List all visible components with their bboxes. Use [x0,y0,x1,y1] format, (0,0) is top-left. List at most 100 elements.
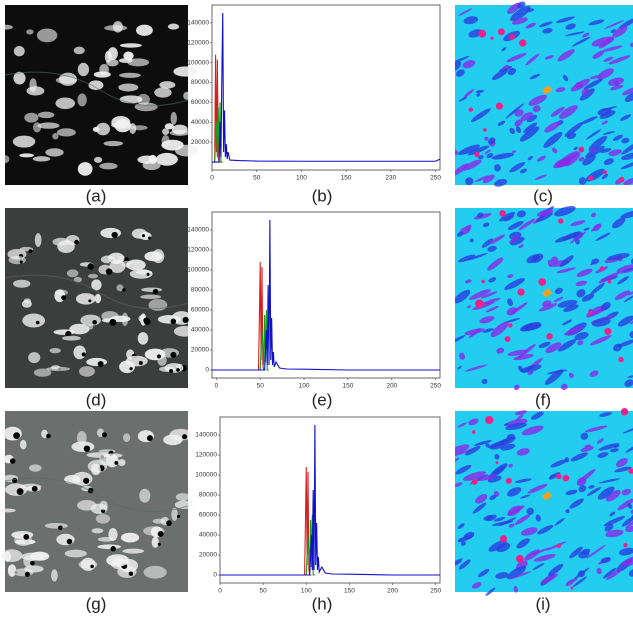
cloud [77,162,93,176]
texture [526,254,540,264]
false-color-image [455,205,633,391]
cloud [159,81,176,89]
texture [485,587,496,596]
shadow [46,433,51,439]
texture [514,109,524,117]
texture [513,354,534,361]
cloud [104,25,128,31]
cloud [123,51,134,61]
texture [599,478,621,484]
texture [577,340,584,346]
cloud [26,86,45,96]
texture [585,145,605,158]
cloud [97,544,121,550]
texture [507,298,513,307]
cloud [73,276,82,283]
cloud [161,139,184,151]
y-tick-label: 20000 [191,139,209,146]
texture [511,17,528,25]
texture [455,482,463,488]
cloud [56,533,75,546]
cloud [52,132,59,140]
texture [516,210,526,218]
hotspot [499,210,506,217]
texture [455,289,471,304]
hotspot [490,36,494,40]
shadow [148,236,152,240]
panel-label: (d) [86,390,107,409]
y-tick-label: 140000 [187,20,209,27]
texture [518,218,536,231]
texture [465,364,488,372]
texture [616,264,633,274]
texture [494,516,506,522]
cloud [99,162,118,170]
texture [617,498,633,511]
texture [507,505,525,516]
cloud [117,459,126,467]
texture [524,549,540,561]
shadow [66,538,73,545]
y-tick-label: 0 [205,367,209,374]
texture [497,120,506,126]
texture [482,174,495,184]
texture [621,141,633,155]
texture [540,573,558,585]
hotspot [618,176,625,183]
cloud [75,293,96,305]
histogram-line [212,12,441,163]
y-tick-label: 100000 [195,472,217,479]
texture [605,489,621,502]
texture [469,238,474,243]
texture [514,478,532,483]
y-tick-label: 140000 [187,227,209,234]
shadow [90,564,94,569]
cloud [137,332,149,345]
cloud [111,115,131,129]
cloud [169,428,192,441]
cloud [13,279,31,288]
texture [474,175,489,183]
cloud [62,335,81,341]
texture [582,154,596,166]
cloud [56,128,76,137]
texture [468,289,491,300]
cloud [151,536,159,548]
texture [612,25,628,38]
texture [502,64,509,70]
texture [483,514,493,521]
texture [465,177,474,186]
texture [526,507,534,515]
texture [588,147,597,153]
texture [468,328,481,339]
cloud [96,122,111,136]
cloud [137,93,150,106]
texture [620,161,633,170]
texture [617,315,633,327]
texture [476,93,481,97]
texture [617,276,629,285]
hotspot [607,280,612,284]
hotspot [538,278,547,286]
cloud [157,314,181,324]
texture [508,463,513,468]
texture [488,137,496,145]
texture [569,231,587,244]
texture [463,16,479,25]
shadow [9,458,16,464]
cloud [24,112,39,123]
shadow [74,239,79,245]
cloud [55,97,76,110]
texture [578,156,585,162]
cloud [93,156,103,163]
plot-area [211,211,441,379]
texture [463,89,474,98]
texture [604,20,625,29]
texture [520,527,538,536]
texture [521,425,544,436]
x-tick-label: 100 [296,175,307,182]
texture [556,267,576,274]
hotspot [485,415,494,425]
texture [627,374,633,378]
texture [468,418,479,426]
